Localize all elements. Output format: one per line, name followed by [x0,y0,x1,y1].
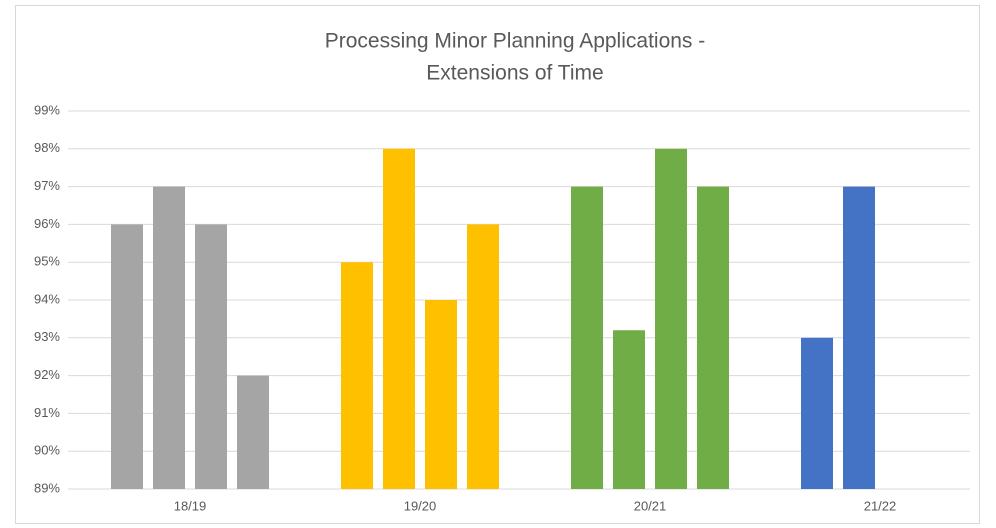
bar [111,224,143,489]
y-tick-label: 93% [34,329,60,344]
y-tick-label: 99% [34,102,60,117]
chart-title: Processing Minor Planning Applications - [325,30,706,53]
bar [341,262,373,489]
bar [801,337,833,489]
bar [237,375,269,489]
bar [571,186,603,489]
bar [195,224,227,489]
bar [383,148,415,490]
y-tick-label: 89% [34,480,60,495]
chart-title: Extensions of Time [426,62,603,85]
x-tick-label: 18/19 [174,498,207,513]
y-tick-label: 96% [34,216,60,231]
bar [425,300,457,489]
y-tick-label: 97% [34,178,60,193]
bar [613,330,645,489]
y-tick-label: 94% [34,291,60,306]
x-tick-label: 21/22 [864,498,897,513]
bar [697,186,729,489]
bar [843,186,875,489]
y-tick-label: 90% [34,443,60,458]
x-tick-label: 20/21 [634,498,667,513]
x-tick-label: 19/20 [404,498,437,513]
bar [467,224,499,489]
y-tick-label: 95% [34,254,60,269]
bar [153,186,185,489]
y-tick-label: 98% [34,140,60,155]
bar [655,148,687,490]
y-tick-label: 91% [34,405,60,420]
y-tick-label: 92% [34,367,60,382]
